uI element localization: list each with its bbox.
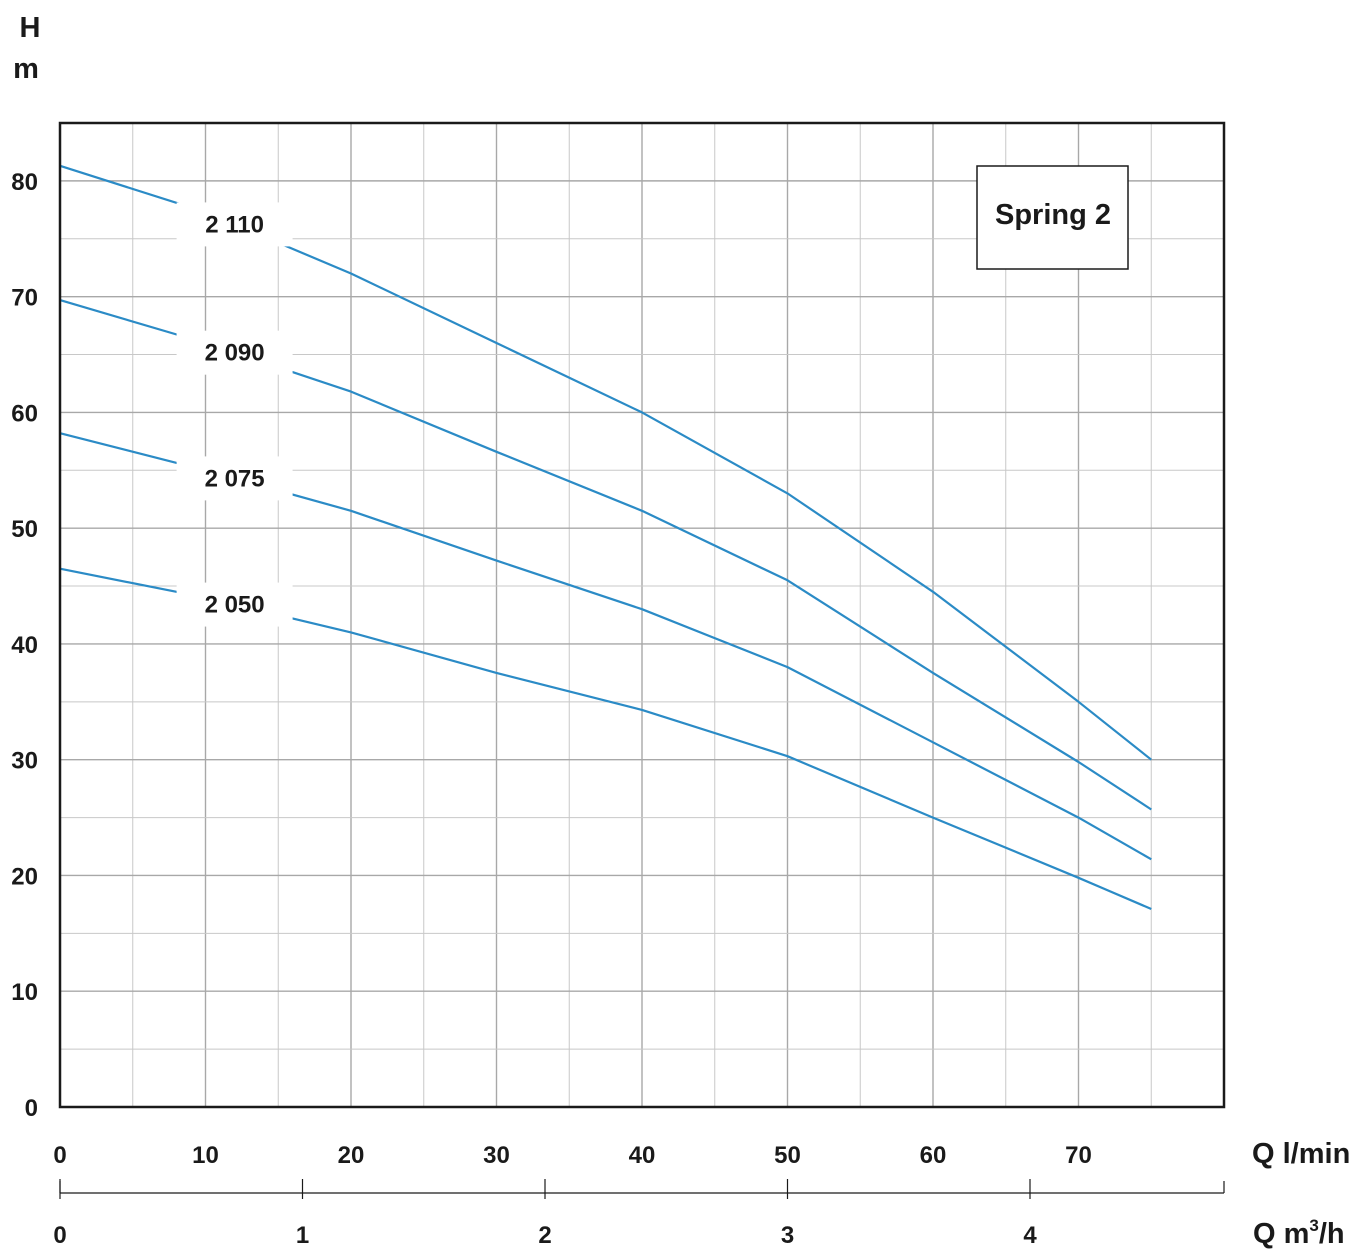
- series-label: 2 110: [205, 211, 264, 238]
- x-tick-label: 0: [53, 1142, 66, 1169]
- y-axis-label-unit: m: [13, 53, 39, 85]
- y-tick-labels: 0 10 20 30 40 50 60 70 80: [11, 169, 38, 1122]
- x-tick-label: 70: [1065, 1142, 1092, 1169]
- series-label-background: [176, 330, 293, 375]
- x-axis-label: Q l/min: [1252, 1138, 1350, 1170]
- x2-tick-label: 2: [538, 1222, 551, 1249]
- series-label: 2 090: [205, 340, 265, 367]
- secondary-x-axis: 0 1 2 3 4: [53, 1179, 1225, 1249]
- series-label: 2 075: [205, 465, 265, 492]
- x2-tick-label: 1: [296, 1222, 309, 1249]
- x-tick-label: 40: [629, 1142, 656, 1169]
- plot-frame: [58, 121, 1226, 1109]
- x2-tick-label: 4: [1023, 1222, 1037, 1249]
- x-tick-label: 30: [483, 1142, 510, 1169]
- y-tick-label: 40: [11, 632, 38, 659]
- y-tick-label: 10: [11, 979, 38, 1006]
- series-label-background: [176, 456, 293, 501]
- y-tick-label: 20: [11, 863, 38, 890]
- series-lines: [59, 164, 1152, 911]
- y-tick-label: 50: [11, 516, 38, 543]
- grid: [60, 123, 1224, 1107]
- y-axis-label-symbol: H: [20, 12, 41, 44]
- x-tick-labels: 0 10 20 30 40 50 60 70: [53, 1142, 1092, 1169]
- series-label-background: [176, 582, 293, 627]
- series-labels: 2 110 2 090 2 075 2 050: [176, 202, 293, 627]
- x-tick-label: 20: [338, 1142, 365, 1169]
- chart-title: Spring 2: [995, 199, 1111, 231]
- x2-tick-label: 0: [53, 1222, 66, 1249]
- y-tick-label: 60: [11, 400, 38, 427]
- y-tick-label: 80: [11, 169, 38, 196]
- x-tick-label: 10: [192, 1142, 219, 1169]
- y-tick-label: 30: [11, 748, 38, 775]
- title-box: Spring 2: [976, 165, 1129, 270]
- x-tick-label: 60: [920, 1142, 947, 1169]
- x2-axis-label: Q m3/h: [1253, 1216, 1345, 1250]
- series-line: [59, 299, 1152, 811]
- x2-tick-label: 3: [781, 1222, 794, 1249]
- series-label-background: [176, 202, 293, 247]
- x-tick-label: 50: [774, 1142, 801, 1169]
- y-tick-label: 0: [25, 1095, 38, 1122]
- series-label: 2 050: [205, 592, 265, 619]
- y-tick-label: 70: [11, 285, 38, 312]
